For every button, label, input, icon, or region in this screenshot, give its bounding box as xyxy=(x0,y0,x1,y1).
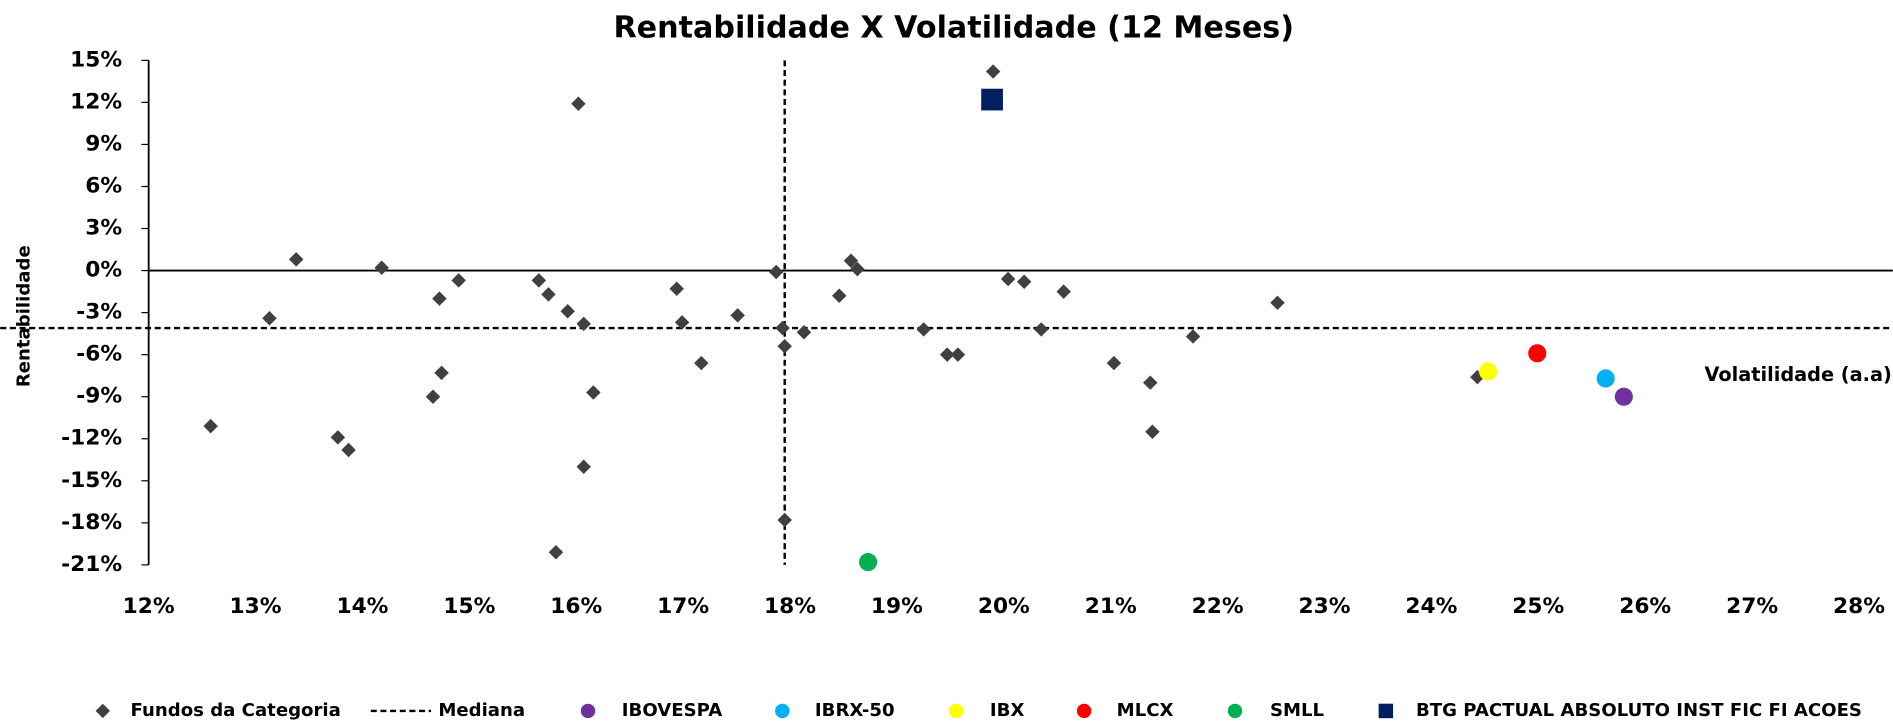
point xyxy=(576,459,591,475)
point xyxy=(1596,369,1615,388)
point xyxy=(694,355,709,371)
point xyxy=(1000,271,1016,287)
x-tick-label: 12% xyxy=(123,594,175,619)
point xyxy=(777,512,792,528)
point xyxy=(203,418,218,434)
y-tick-label: -6% xyxy=(76,342,122,367)
legend-label: Fundos da Categoria xyxy=(131,700,341,721)
legend-label: IBRX-50 xyxy=(815,700,895,721)
point xyxy=(1106,355,1122,371)
point xyxy=(981,88,1003,111)
y-tick-label: -21% xyxy=(61,552,122,577)
point xyxy=(1056,284,1071,299)
y-tick-label: 3% xyxy=(85,216,122,241)
point xyxy=(1016,274,1032,290)
x-tick-label: 14% xyxy=(336,594,388,619)
x-tick-label: 20% xyxy=(978,594,1030,619)
point xyxy=(451,273,466,288)
legend-label: Mediana xyxy=(438,700,525,721)
legend-marker xyxy=(948,703,964,719)
point xyxy=(288,252,304,267)
x-tick-label: 13% xyxy=(230,594,282,619)
point xyxy=(669,281,684,297)
y-tick-label: -18% xyxy=(61,510,122,535)
y-tick-label: 9% xyxy=(85,131,122,156)
x-tick-label: 15% xyxy=(443,594,495,619)
x-tick-label: 17% xyxy=(657,594,709,619)
point xyxy=(576,316,591,332)
point xyxy=(768,264,784,280)
x-tick-label: 22% xyxy=(1192,594,1244,619)
legend-marker xyxy=(1227,703,1243,719)
x-axis-label: Volatilidade (a.a) xyxy=(1705,363,1892,386)
point xyxy=(1143,375,1158,390)
legend-label: IBX xyxy=(990,700,1025,721)
point xyxy=(432,291,447,306)
y-tick-label: -3% xyxy=(76,300,122,325)
y-tick-label: -9% xyxy=(76,384,122,409)
point xyxy=(560,303,575,319)
x-tick-label: 19% xyxy=(871,594,923,619)
point xyxy=(262,310,277,326)
point xyxy=(859,553,878,572)
x-tick-label: 25% xyxy=(1512,594,1564,619)
point xyxy=(1270,295,1285,311)
point xyxy=(985,64,1001,79)
point xyxy=(541,287,556,302)
legend-label: IBOVESPA xyxy=(622,700,722,721)
point xyxy=(775,320,790,336)
point xyxy=(730,308,745,323)
x-tick-label: 16% xyxy=(550,594,602,619)
point xyxy=(1479,362,1498,381)
point xyxy=(950,347,966,362)
y-axis-label: Rentabilidade xyxy=(13,245,34,387)
legend-marker xyxy=(1076,703,1092,719)
x-tick-label: 28% xyxy=(1833,594,1885,619)
point xyxy=(1145,424,1160,439)
x-tick-label: 18% xyxy=(764,594,816,619)
legend-marker xyxy=(1378,703,1394,719)
x-tick-label: 23% xyxy=(1299,594,1351,619)
x-tick-label: 24% xyxy=(1405,594,1457,619)
x-tick-label: 26% xyxy=(1619,594,1671,619)
legend-label: MLCX xyxy=(1117,700,1174,721)
point xyxy=(843,253,859,269)
point xyxy=(586,385,601,400)
legend-label: SMLL xyxy=(1270,700,1325,721)
point xyxy=(939,347,955,362)
y-tick-label: 0% xyxy=(85,258,122,283)
point xyxy=(796,324,812,340)
point xyxy=(330,430,346,445)
point xyxy=(831,288,847,304)
point xyxy=(341,442,356,458)
x-tick-label: 21% xyxy=(1085,594,1137,619)
point xyxy=(1528,344,1547,363)
point xyxy=(531,273,547,288)
y-tick-label: -15% xyxy=(61,468,122,493)
legend-marker xyxy=(95,703,111,719)
point xyxy=(425,389,441,404)
point xyxy=(674,315,690,330)
y-tick-label: 15% xyxy=(70,47,122,72)
point xyxy=(1185,329,1201,344)
point xyxy=(374,260,389,276)
y-tick-label: -12% xyxy=(61,426,122,451)
point xyxy=(777,339,792,354)
point xyxy=(434,365,449,381)
point xyxy=(850,261,865,277)
legend-marker xyxy=(580,703,596,719)
point xyxy=(548,545,564,560)
point xyxy=(916,322,931,337)
chart-title: Rentabilidade X Volatilidade (12 Meses) xyxy=(613,10,1294,45)
legend-label: BTG PACTUAL ABSOLUTO INST FIC FI ACOES xyxy=(1416,700,1862,721)
y-tick-label: 6% xyxy=(85,173,122,198)
y-tick-label: 12% xyxy=(70,89,122,114)
point xyxy=(1614,387,1633,406)
legend-marker xyxy=(775,703,790,719)
point xyxy=(1034,322,1049,337)
point xyxy=(571,96,586,112)
x-tick-label: 27% xyxy=(1726,594,1778,619)
